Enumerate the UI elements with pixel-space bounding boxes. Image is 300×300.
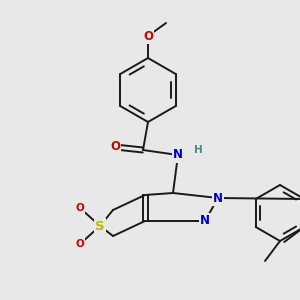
Text: N: N bbox=[213, 191, 223, 205]
Text: O: O bbox=[76, 203, 84, 213]
Text: N: N bbox=[173, 148, 183, 161]
Text: O: O bbox=[110, 140, 120, 154]
Text: N: N bbox=[200, 214, 210, 227]
Text: S: S bbox=[95, 220, 105, 232]
Text: O: O bbox=[76, 239, 84, 249]
Text: H: H bbox=[194, 145, 202, 155]
Text: O: O bbox=[143, 29, 153, 43]
